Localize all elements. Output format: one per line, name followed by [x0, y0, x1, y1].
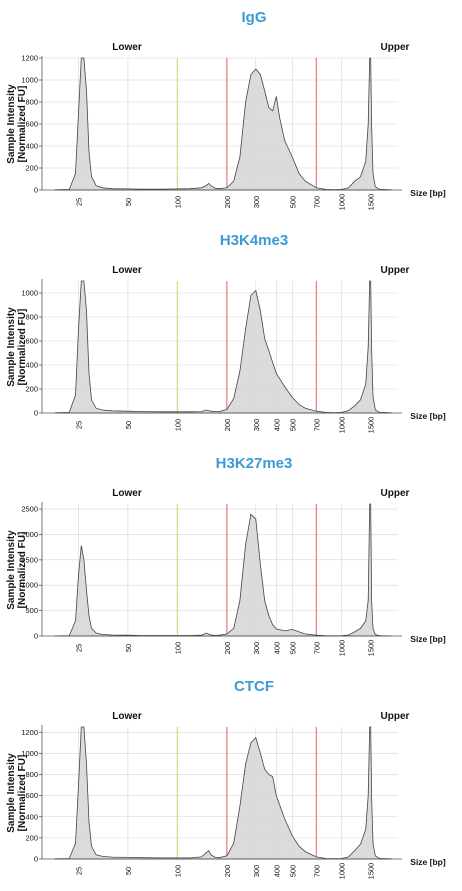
x-tick-label: 1000: [338, 417, 347, 434]
y-tick-label: 0: [34, 409, 38, 418]
upper-marker-label: Upper: [381, 42, 410, 53]
upper-marker-label: Upper: [381, 488, 410, 499]
panel-title: H3K27me3: [216, 455, 293, 472]
x-tick-label: 50: [124, 644, 133, 652]
x-tick-label: 100: [173, 419, 182, 432]
y-tick-label: 1000: [21, 76, 38, 85]
x-tick-label: 200: [223, 865, 232, 878]
y-tick-label: 600: [25, 120, 38, 129]
y-tick-label: 200: [25, 385, 38, 394]
upper-marker-label: Upper: [381, 265, 410, 276]
x-tick-label: 500: [288, 642, 297, 655]
x-tick-label: 500: [288, 865, 297, 878]
x-tick-label: 500: [288, 196, 297, 209]
x-tick-label: 1500: [367, 194, 376, 211]
x-tick-label: 25: [74, 198, 83, 206]
x-tick-label: 700: [312, 642, 321, 655]
x-tick-label: 100: [173, 642, 182, 655]
y-tick-label: 200: [25, 833, 38, 842]
panel-3: H3K27me3 Lower Upper Sample Intensity [Norma…: [6, 455, 446, 656]
x-tick-label: 1500: [367, 863, 376, 880]
x-tick-label: 500: [288, 419, 297, 432]
y-axis-title: Sample Intensity: [6, 307, 17, 387]
x-tick-label: 1500: [367, 417, 376, 434]
panel-4: CTCF Lower Upper Sample Intensity [Normalize…: [6, 678, 446, 879]
x-tick-label: 300: [252, 865, 261, 878]
y-tick-label: 400: [25, 142, 38, 151]
x-tick-label: 400: [272, 419, 281, 432]
panel-1: IgG Lower Upper Sample Intensity [Normalized…: [6, 9, 446, 210]
y-axis-title: Sample Intensity: [6, 753, 17, 833]
x-tick-label: 400: [272, 642, 281, 655]
y-tick-label: 400: [25, 812, 38, 821]
panel-title: CTCF: [234, 678, 274, 695]
x-tick-label: 300: [252, 196, 261, 209]
y-tick-label: 1000: [21, 289, 38, 298]
y-axis-title-units: [Normalized FU]: [17, 532, 28, 609]
y-tick-label: 600: [25, 791, 38, 800]
lower-marker-label: Lower: [112, 42, 142, 53]
x-axis-title: Size [bp]: [410, 857, 446, 867]
x-tick-label: 700: [312, 865, 321, 878]
x-tick-label: 50: [124, 421, 133, 429]
y-axis-title-units: [Normalized FU]: [17, 309, 28, 386]
y-tick-label: 400: [25, 361, 38, 370]
y-axis-title: Sample Intensity: [6, 530, 17, 610]
y-tick-label: 600: [25, 337, 38, 346]
x-tick-label: 300: [252, 642, 261, 655]
y-tick-label: 500: [25, 606, 38, 615]
sample-trace: [54, 726, 392, 860]
y-tick-label: 1000: [21, 581, 38, 590]
y-tick-label: 0: [34, 855, 38, 864]
x-tick-label: 100: [173, 865, 182, 878]
x-tick-label: 25: [74, 867, 83, 875]
panel-title: IgG: [242, 9, 267, 26]
sample-trace: [54, 280, 392, 414]
sample-trace: [54, 503, 392, 637]
x-axis-title: Size [bp]: [410, 188, 446, 198]
sample-trace: [54, 57, 392, 191]
x-tick-label: 25: [74, 644, 83, 652]
lower-marker-label: Lower: [112, 488, 142, 499]
y-tick-label: 800: [25, 98, 38, 107]
x-tick-label: 50: [124, 198, 133, 206]
y-tick-label: 800: [25, 313, 38, 322]
x-tick-label: 1000: [338, 640, 347, 657]
x-axis-title: Size [bp]: [410, 634, 446, 644]
y-tick-label: 200: [25, 164, 38, 173]
x-tick-label: 1500: [367, 640, 376, 657]
y-axis-title: Sample Intensity: [6, 84, 17, 164]
y-tick-label: 0: [34, 186, 38, 195]
x-tick-label: 25: [74, 421, 83, 429]
x-tick-label: 100: [173, 196, 182, 209]
lower-marker-label: Lower: [112, 265, 142, 276]
y-tick-label: 0: [34, 632, 38, 641]
x-tick-label: 200: [223, 642, 232, 655]
x-tick-label: 200: [223, 419, 232, 432]
x-tick-label: 1000: [338, 194, 347, 211]
x-tick-label: 700: [312, 419, 321, 432]
y-tick-label: 1200: [21, 54, 38, 63]
x-axis-title: Size [bp]: [410, 411, 446, 421]
x-tick-label: 200: [223, 196, 232, 209]
x-tick-label: 50: [124, 867, 133, 875]
y-tick-label: 1000: [21, 749, 38, 758]
x-tick-label: 300: [252, 419, 261, 432]
x-tick-label: 1000: [338, 863, 347, 880]
upper-marker-label: Upper: [381, 711, 410, 722]
panel-title: H3K4me3: [220, 232, 288, 249]
y-axis-title-units: [Normalized FU]: [17, 755, 28, 832]
x-tick-label: 400: [272, 865, 281, 878]
y-tick-label: 2500: [21, 505, 38, 514]
y-tick-label: 800: [25, 770, 38, 779]
y-tick-label: 2000: [21, 530, 38, 539]
panel-2: H3K4me3 Lower Upper Sample Intensity [Normal…: [6, 232, 446, 433]
x-tick-label: 700: [312, 196, 321, 209]
lower-marker-label: Lower: [112, 711, 142, 722]
y-axis-title-units: [Normalized FU]: [17, 86, 28, 163]
y-tick-label: 1200: [21, 728, 38, 737]
y-tick-label: 1500: [21, 555, 38, 564]
